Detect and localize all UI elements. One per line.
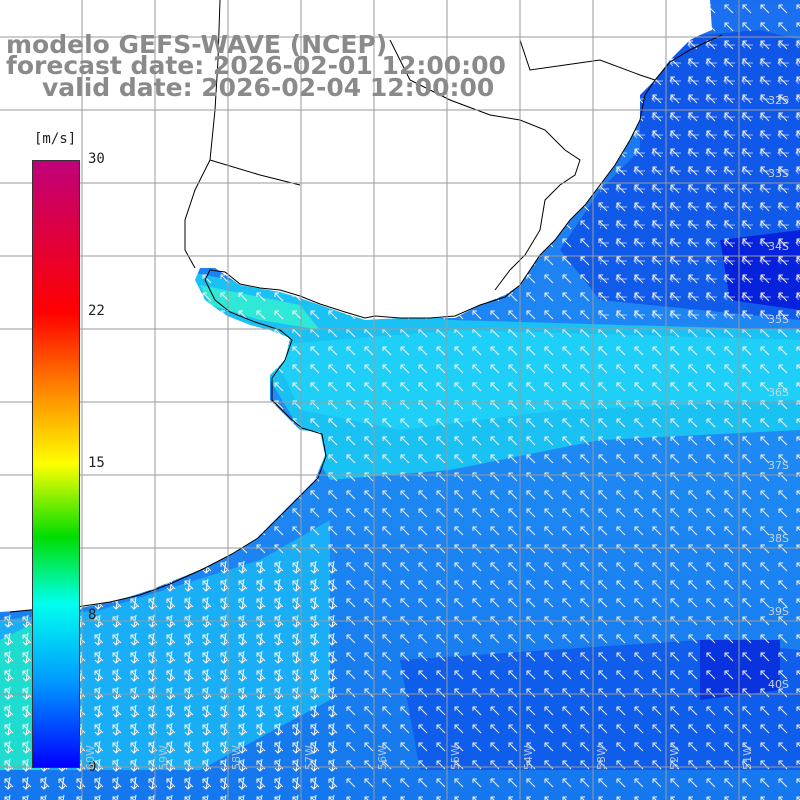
lat-label: 38S (768, 532, 789, 545)
lat-label: 37S (768, 459, 789, 472)
lon-label: 59W (157, 745, 170, 770)
title-forecast-date: forecast date: 2026-02-01 12:00:00 (6, 51, 506, 80)
colorbar-tick-8: 8 (88, 607, 97, 623)
lon-label: 54W (522, 745, 535, 770)
colorbar-tick-15: 15 (88, 455, 105, 471)
lon-label: 56W (376, 745, 389, 770)
title-model: modelo GEFS-WAVE (NCEP) (6, 30, 388, 59)
colorbar-tick-0: 0 (88, 759, 97, 775)
colorbar-tick-22: 22 (88, 303, 105, 319)
border-lines (184, 0, 656, 291)
lat-label: 35S (768, 313, 789, 326)
lat-label: 34S (768, 240, 789, 253)
lat-label: 32S (768, 94, 789, 107)
lat-label: 36S (768, 386, 789, 399)
colorbar-tick-30: 30 (88, 151, 105, 167)
lon-label: 52W (668, 745, 681, 770)
lat-label: 33S (768, 167, 789, 180)
lon-label: 53W (595, 745, 608, 770)
lon-label: 60W (84, 745, 97, 770)
lon-label: 58W (230, 745, 243, 770)
lon-label: 57W (303, 745, 316, 770)
title-valid-date: valid date: 2026-02-04 12:00:00 (42, 73, 495, 102)
coastline (9, 34, 723, 613)
lon-label: 51W (741, 745, 754, 770)
lon-label: 55W (449, 745, 462, 770)
land-mask (0, 0, 712, 612)
lat-label: 39S (768, 605, 789, 618)
colorbar-unit: [m/s] (34, 131, 77, 147)
colorbar-gradient (32, 160, 80, 768)
lat-label: 40S (768, 678, 789, 691)
